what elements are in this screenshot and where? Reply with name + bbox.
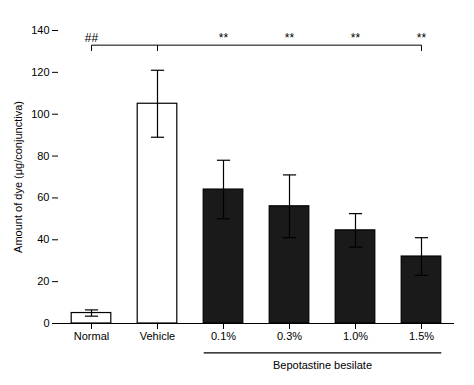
- svg-text:60: 60: [37, 191, 49, 203]
- svg-text:1.5%: 1.5%: [409, 330, 434, 342]
- svg-text:0.1%: 0.1%: [211, 330, 236, 342]
- svg-text:100: 100: [31, 108, 49, 120]
- svg-text:40: 40: [37, 233, 49, 245]
- svg-text:Normal: Normal: [74, 330, 109, 342]
- svg-text:Vehicle: Vehicle: [140, 330, 175, 342]
- svg-text:80: 80: [37, 150, 49, 162]
- svg-text:20: 20: [37, 275, 49, 287]
- svg-text:**: **: [351, 31, 361, 45]
- svg-text:0.3%: 0.3%: [277, 330, 302, 342]
- svg-text:Amount of dye (μg/conjunctiva): Amount of dye (μg/conjunctiva): [12, 101, 24, 253]
- svg-text:Bepotastine besilate: Bepotastine besilate: [273, 359, 372, 371]
- svg-text:**: **: [417, 31, 427, 45]
- svg-text:**: **: [285, 31, 295, 45]
- svg-text:**: **: [219, 31, 229, 45]
- svg-text:120: 120: [31, 66, 49, 78]
- svg-text:140: 140: [31, 24, 49, 36]
- svg-text:0: 0: [43, 317, 49, 329]
- svg-text:1.0%: 1.0%: [343, 330, 368, 342]
- svg-text:##: ##: [85, 31, 99, 45]
